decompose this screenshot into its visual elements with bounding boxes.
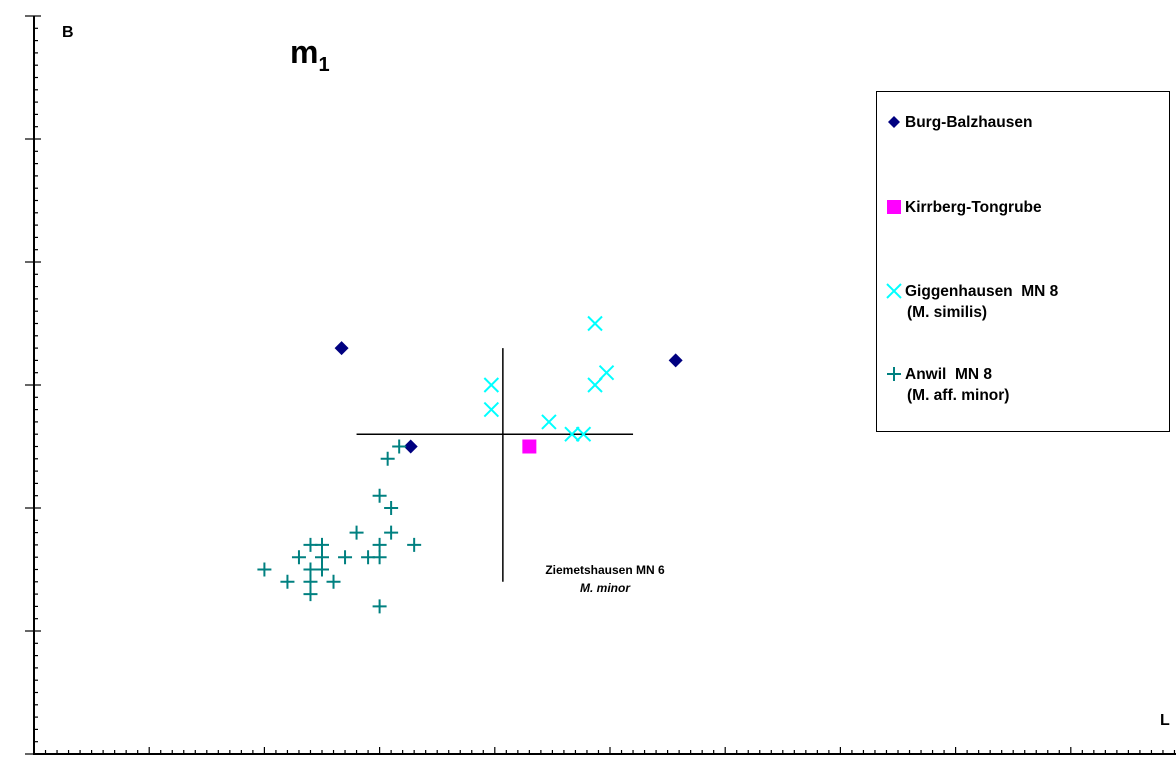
x-marker-icon bbox=[886, 283, 902, 299]
data-point bbox=[372, 550, 387, 565]
data-point bbox=[392, 439, 407, 454]
data-point bbox=[483, 377, 500, 393]
data-point bbox=[587, 315, 603, 332]
data-point bbox=[326, 574, 341, 589]
data-point bbox=[280, 574, 295, 589]
data-point bbox=[380, 451, 395, 466]
chart-title: m1 bbox=[290, 34, 330, 77]
data-point bbox=[598, 364, 615, 381]
legend-item-giggenhausen: Giggenhausen MN 8 (M. similis) bbox=[883, 281, 1058, 323]
panel-label: B bbox=[62, 24, 74, 41]
legend-label: Giggenhausen MN 8 (M. similis) bbox=[905, 281, 1058, 323]
data-point bbox=[575, 426, 592, 442]
legend-label: Anwil MN 8 (M. aff. minor) bbox=[905, 364, 1009, 406]
data-point bbox=[349, 525, 364, 540]
data-point bbox=[334, 341, 349, 356]
data-point bbox=[407, 537, 422, 552]
legend-label: Burg-Balzhausen bbox=[905, 114, 1033, 131]
title-subscript: 1 bbox=[318, 54, 330, 76]
data-point bbox=[522, 439, 537, 454]
square-marker-icon bbox=[887, 200, 901, 214]
data-point bbox=[668, 353, 683, 368]
data-point bbox=[372, 599, 387, 614]
legend-label: Kirrberg-Tongrube bbox=[905, 199, 1042, 216]
data-point bbox=[384, 525, 399, 540]
title-text: m bbox=[290, 34, 319, 70]
reference-label-species: M. minor bbox=[580, 581, 630, 595]
plus-marker-icon bbox=[887, 367, 901, 381]
data-point bbox=[372, 537, 387, 552]
reference-cross bbox=[356, 348, 634, 582]
legend-label-line1: Giggenhausen MN 8 bbox=[905, 283, 1059, 300]
data-point bbox=[257, 562, 272, 577]
legend-item-kirrberg-tongrube: Kirrberg-Tongrube bbox=[883, 197, 1042, 218]
legend: Burg-Balzhausen Kirrberg-Tongrube Giggen… bbox=[876, 91, 1170, 432]
reference-label-site: Ziemetshausen MN 6 bbox=[545, 563, 665, 577]
data-point bbox=[315, 537, 329, 552]
data-point bbox=[303, 574, 318, 589]
data-point bbox=[338, 550, 353, 565]
x-axis-label: L bbox=[1160, 712, 1170, 729]
legend-label-line2: (M. aff. minor) bbox=[907, 387, 1010, 404]
diamond-marker-icon bbox=[888, 116, 900, 128]
data-point bbox=[587, 377, 603, 393]
reference-label: Ziemetshausen MN 6 M. minor bbox=[500, 561, 710, 597]
axes bbox=[25, 15, 1176, 755]
data-point bbox=[483, 401, 500, 418]
data-point bbox=[564, 426, 580, 442]
legend-item-anwil: Anwil MN 8 (M. aff. minor) bbox=[883, 364, 1009, 406]
data-points bbox=[257, 315, 683, 614]
data-point bbox=[372, 488, 387, 503]
data-point bbox=[384, 501, 399, 515]
data-point bbox=[291, 550, 306, 565]
data-point bbox=[403, 439, 418, 454]
legend-label-line2: (M. similis) bbox=[907, 304, 988, 321]
legend-label-line1: Anwil MN 8 bbox=[905, 366, 992, 383]
legend-item-burg-balzhausen: Burg-Balzhausen bbox=[883, 112, 1032, 133]
data-point bbox=[315, 562, 329, 577]
data-point bbox=[303, 587, 318, 602]
data-point bbox=[315, 550, 329, 565]
data-point bbox=[541, 414, 557, 430]
